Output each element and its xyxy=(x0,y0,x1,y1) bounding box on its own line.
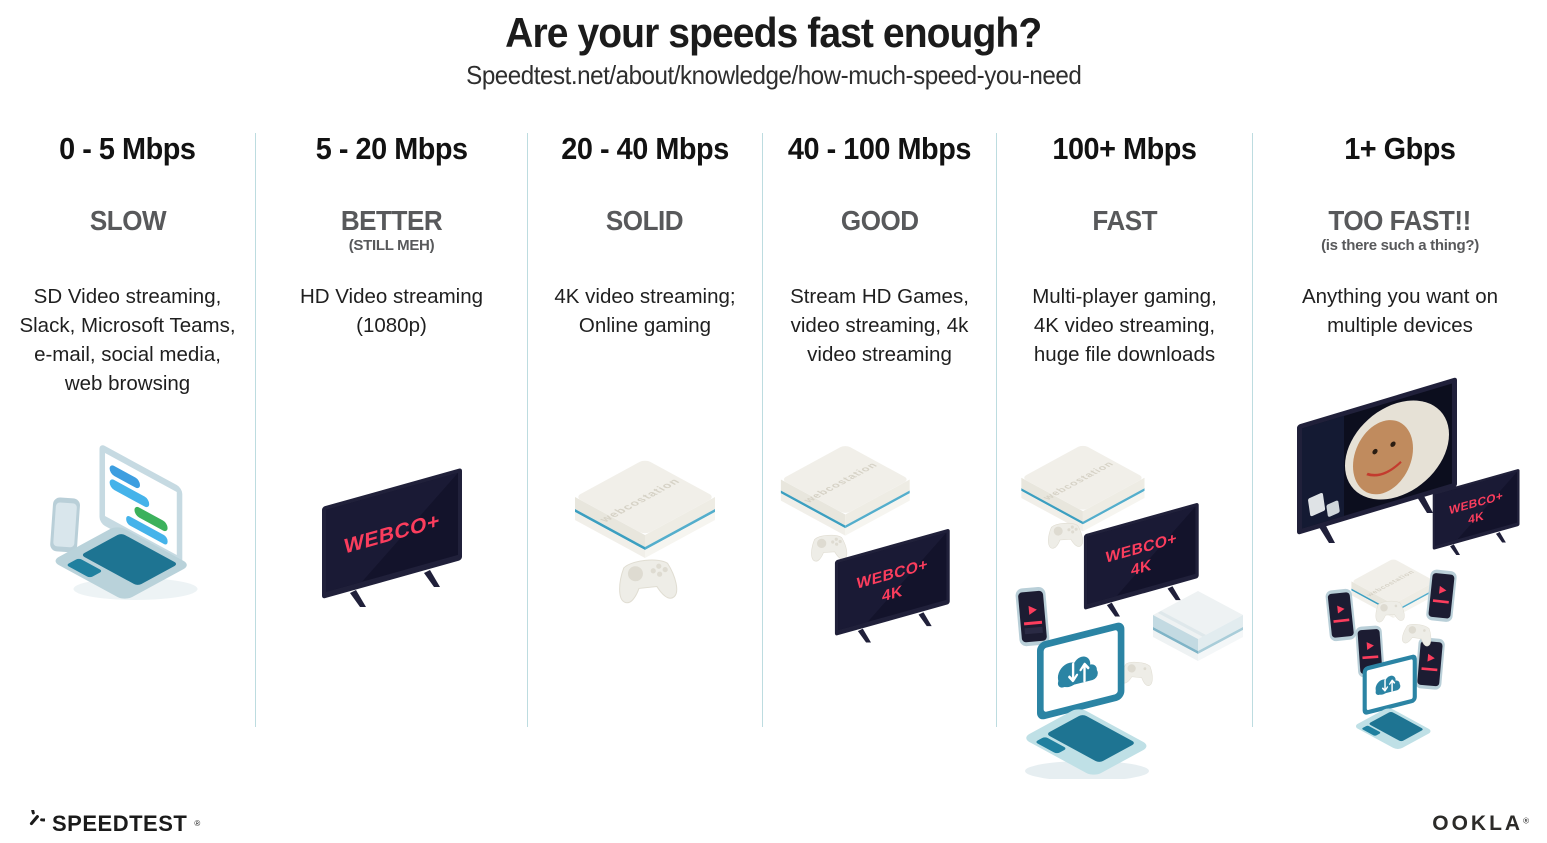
quality-note: (STILL MEH) xyxy=(348,237,435,255)
use-case-description: Multi-player gaming, 4K video streaming,… xyxy=(1032,284,1217,366)
speed-tier-columns: 0 - 5 Mbps SLOW SD Video streaming, Slac… xyxy=(0,131,1547,780)
tv-4k-icon: WEBCO+ 4K xyxy=(1432,469,1520,556)
svg-text:4K: 4K xyxy=(1468,509,1484,527)
quality-label: BETTER xyxy=(340,204,443,236)
phone-icon xyxy=(49,497,80,553)
speed-range: 0 - 5 Mbps xyxy=(59,131,196,167)
use-case-description: Anything you want on multiple devices xyxy=(1301,284,1499,337)
quality-block: TOO FAST!! (is there such a thing?) xyxy=(1253,204,1547,282)
use-case-description: Stream HD Games, video streaming, 4k vid… xyxy=(790,284,969,366)
quality-label: FAST xyxy=(1092,204,1157,236)
speed-range: 20 - 40 Mbps xyxy=(561,131,729,167)
quality-label: GOOD xyxy=(840,204,919,236)
quality-label: SLOW xyxy=(89,204,166,236)
multi-device-illustration: webcostation WEBCO+ xyxy=(1001,439,1249,780)
quality-block: FAST xyxy=(997,204,1252,282)
speedtest-trademark: ® xyxy=(194,819,201,828)
multi-device-icon: webcostation WEBCO+ xyxy=(1015,446,1243,780)
ookla-trademark: ® xyxy=(1523,816,1529,826)
video-phone-icon xyxy=(1015,587,1049,647)
quality-block: BETTER (STILL MEH) xyxy=(256,204,527,282)
cloud-laptop-icon xyxy=(1024,622,1149,780)
use-case-description: 4K video streaming; Online gaming xyxy=(554,284,736,337)
speed-range: 100+ Mbps xyxy=(1052,131,1197,167)
footer: SPEEDTEST ® OOKLA® xyxy=(0,810,1547,837)
tv-4k-icon: WEBCO+ 4K xyxy=(834,529,950,643)
console-tv-icon: webcostation WEBCO+ xyxy=(780,446,950,643)
console-icon: webcostation xyxy=(1020,446,1145,532)
controller-icon xyxy=(1047,523,1083,549)
everything-icon: WEBCO+ 4K webcostation xyxy=(1297,377,1520,750)
column-0-5-mbps: 0 - 5 Mbps SLOW SD Video streaming, Slac… xyxy=(0,131,256,728)
use-case-description: SD Video streaming, Slack, Microsoft Tea… xyxy=(19,284,236,396)
controller-icon xyxy=(1120,662,1153,687)
everything-illustration: WEBCO+ 4K webcostation xyxy=(1261,359,1539,759)
page-title: Are your speeds fast enough? xyxy=(505,9,1042,56)
column-100-plus-mbps: 100+ Mbps FAST Multi-player gaming, 4K v… xyxy=(997,131,1253,780)
column-5-20-mbps: 5 - 20 Mbps BETTER (STILL MEH) HD Video … xyxy=(256,131,528,728)
quality-label: SOLID xyxy=(606,204,684,236)
hd-tv-illustration: WEBCO+ xyxy=(316,449,468,621)
video-phone-icon xyxy=(1426,569,1457,623)
game-console-illustration: webcostation xyxy=(561,453,729,631)
quality-block: SLOW xyxy=(0,204,255,282)
laptop-base xyxy=(55,527,187,599)
video-phone-icon xyxy=(1355,625,1385,678)
video-phone-icon xyxy=(1325,589,1356,642)
slab-console-icon xyxy=(1152,591,1243,662)
controller-icon xyxy=(810,535,847,562)
astronaut-scene xyxy=(1302,400,1449,529)
tv-4k-icon: WEBCO+ 4K xyxy=(1083,503,1199,617)
speed-range: 5 - 20 Mbps xyxy=(315,131,468,167)
speed-range: 1+ Gbps xyxy=(1344,131,1456,167)
speed-range: 40 - 100 Mbps xyxy=(787,131,972,167)
svg-text:4K: 4K xyxy=(1130,557,1151,580)
tv-icon: WEBCO+ xyxy=(321,468,462,608)
quality-label: TOO FAST!! xyxy=(1328,204,1472,236)
use-case-description: HD Video streaming (1080p) xyxy=(299,284,484,337)
console-controller-icon: webcostation xyxy=(575,460,715,604)
quality-block: GOOD xyxy=(763,204,996,282)
controller-icon xyxy=(1375,601,1405,623)
laptop-phone-icon xyxy=(49,445,197,601)
video-phone-icon xyxy=(1415,637,1445,690)
cloud-laptop-icon xyxy=(1355,654,1431,750)
ookla-logo: OOKLA® xyxy=(1432,812,1529,836)
infographic-header: Are your speeds fast enough? Speedtest.n… xyxy=(0,0,1547,91)
speedtest-wordmark: SPEEDTEST xyxy=(52,810,188,836)
ookla-wordmark: OOKLA xyxy=(1432,811,1524,835)
controller-icon xyxy=(1402,624,1432,647)
console-and-4k-tv-illustration: webcostation WEBCO+ xyxy=(766,441,994,683)
column-40-100-mbps: 40 - 100 Mbps GOOD Stream HD Games, vide… xyxy=(763,131,997,728)
movie-tv-icon xyxy=(1297,377,1457,544)
column-20-40-mbps: 20 - 40 Mbps SOLID 4K video streaming; O… xyxy=(528,131,763,728)
column-1-plus-gbps: 1+ Gbps TOO FAST!! (is there such a thin… xyxy=(1253,131,1547,750)
speedtest-logo: SPEEDTEST ® xyxy=(18,810,200,837)
laptop-screen xyxy=(99,445,182,566)
svg-text:4K: 4K xyxy=(881,583,902,606)
console-icon: webcostation xyxy=(1351,559,1436,619)
console-icon: webcostation xyxy=(780,446,910,536)
quality-block: SOLID xyxy=(528,204,762,282)
quality-note: (is there such a thing?) xyxy=(1321,237,1479,255)
laptop-chat-illustration xyxy=(35,439,220,607)
console-icon: webcostation xyxy=(575,460,715,559)
source-url: Speedtest.net/about/knowledge/how-much-s… xyxy=(465,60,1082,91)
speedometer-gauge-icon xyxy=(29,810,45,826)
controller-icon xyxy=(619,559,678,604)
